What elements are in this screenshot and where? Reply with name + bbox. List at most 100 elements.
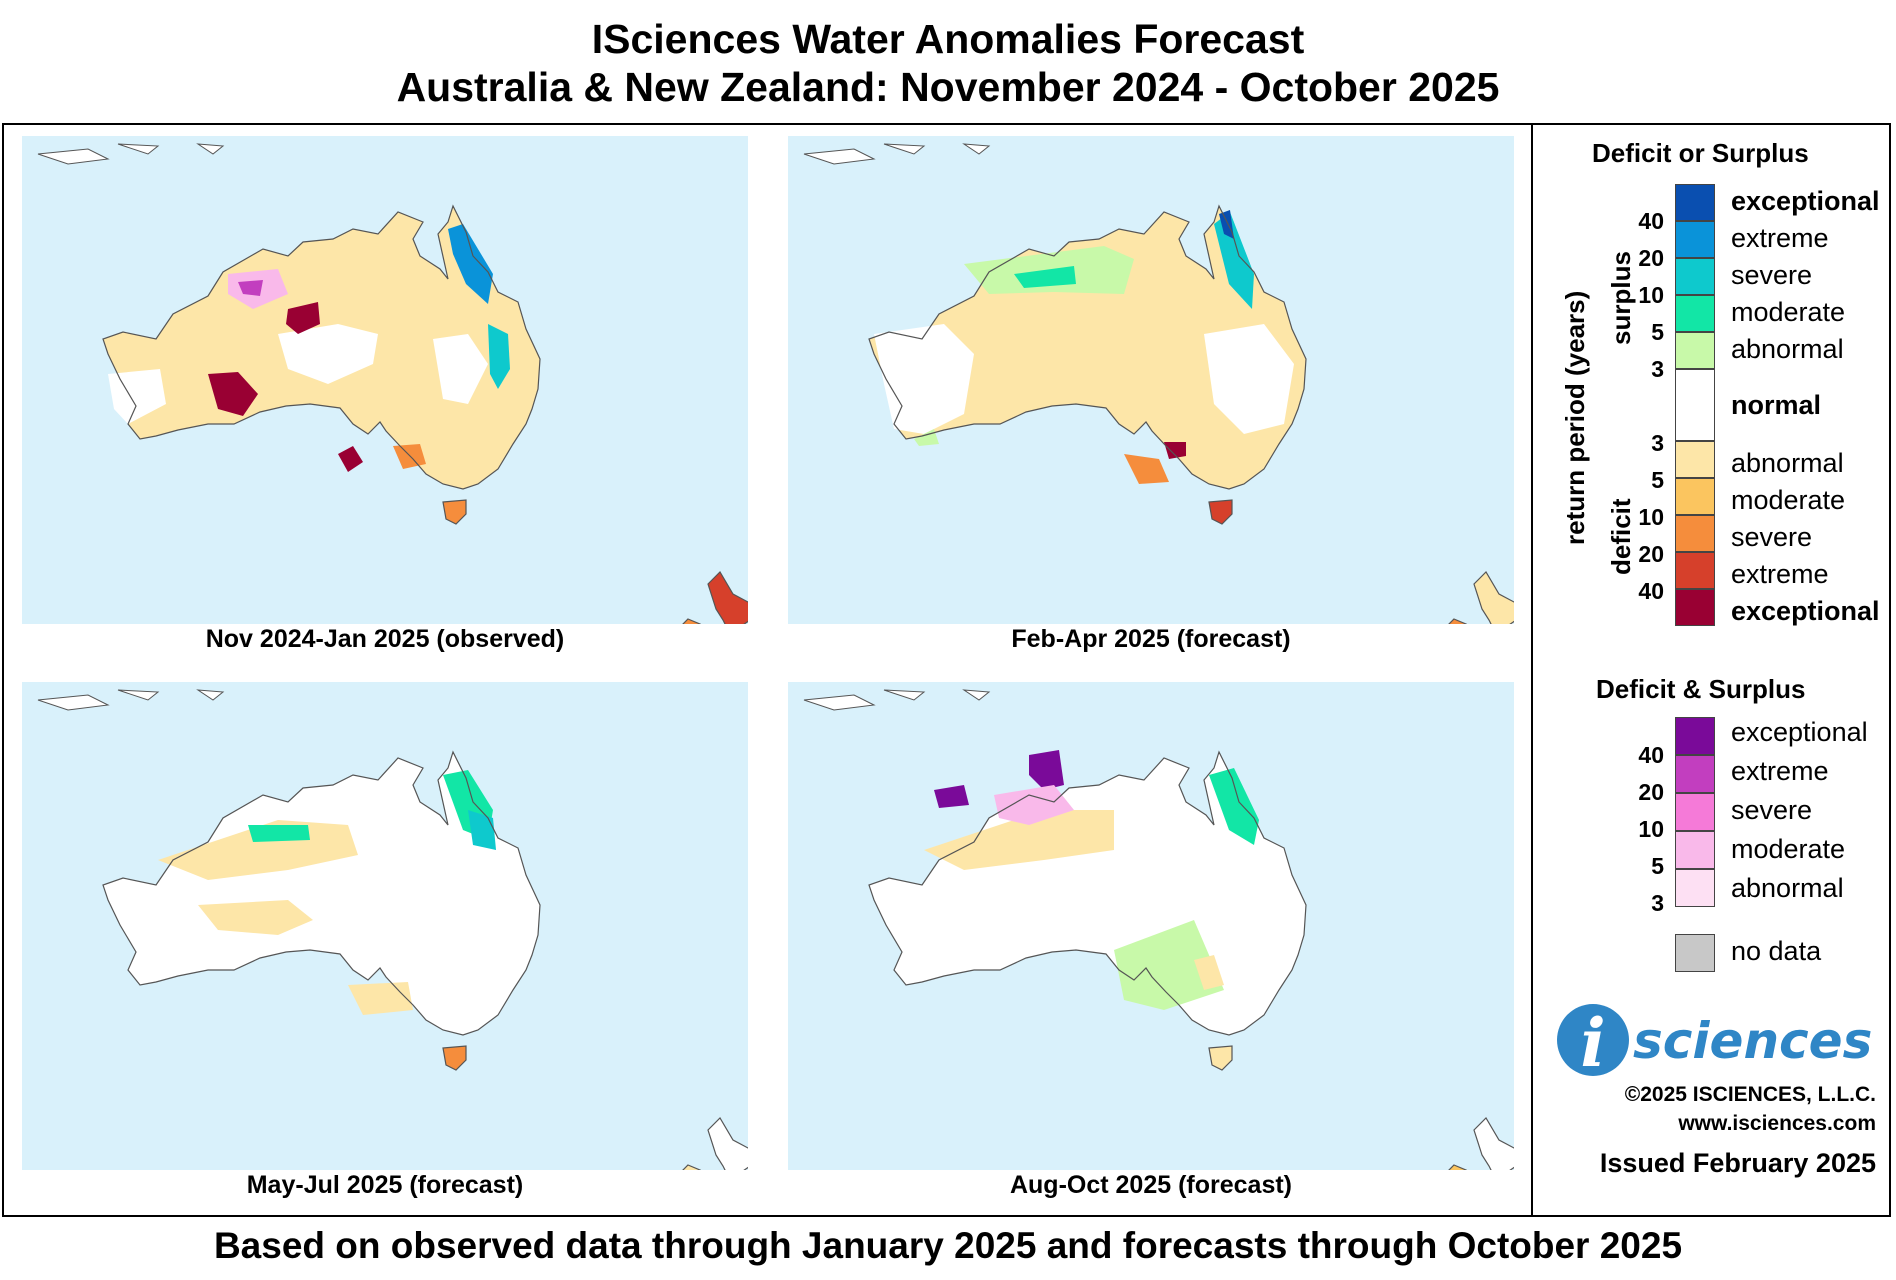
anomaly-region <box>1209 500 1232 524</box>
legend-tick-combined-40: 40 <box>1638 742 1664 768</box>
map-svg <box>803 143 1514 624</box>
footer-note: Based on observed data through January 2… <box>213 1225 1683 1266</box>
legend-label-combined-abnormal: abnormal <box>1731 873 1844 903</box>
anomaly-region <box>443 500 466 524</box>
anomaly-region <box>348 982 413 1015</box>
anomaly-region <box>1029 750 1064 790</box>
isciences-logo: i sciences <box>1557 1004 1872 1080</box>
map-panel-aug-oct <box>788 682 1514 1170</box>
issued-date: Issued February 2025 <box>1599 1148 1876 1178</box>
legend-swatch-combined-abnormal <box>1675 869 1715 907</box>
legend-label-surplus-abnormal: abnormal <box>1731 334 1844 364</box>
anomaly-region <box>1204 324 1294 434</box>
nz-north-outline <box>1473 1117 1514 1170</box>
map-panel-nov-jan <box>22 136 748 624</box>
australia-outline <box>102 204 541 490</box>
anomaly-region <box>1124 454 1169 484</box>
legend-tick-deficit-20: 20 <box>1638 541 1664 567</box>
legend-swatch-combined-exceptional <box>1675 717 1715 755</box>
islands-outline <box>37 689 225 711</box>
legend-tick-combined-3: 3 <box>1651 890 1664 916</box>
legend-axis-label: return period (years) <box>1560 290 1590 545</box>
anomaly-region <box>338 446 363 472</box>
anomaly-region <box>238 280 263 296</box>
islands-outline <box>803 689 991 711</box>
anomaly-region <box>1164 442 1186 459</box>
legend-label-deficit-moderate: moderate <box>1731 485 1846 515</box>
title-line-1: ISciences Water Anomalies Forecast <box>591 16 1305 62</box>
legend-label-surplus-extreme: extreme <box>1731 223 1829 253</box>
australia-outline <box>102 750 541 1036</box>
legend-label-combined-moderate: moderate <box>1731 834 1846 864</box>
copyright: ©2025 ISCIENCES, L.L.C. <box>1624 1083 1876 1106</box>
legend-tick-combined-20: 20 <box>1638 779 1664 805</box>
anomaly-region <box>708 1118 748 1170</box>
legend-label-surplus-moderate: moderate <box>1731 297 1846 327</box>
legend-label-combined-extreme: extreme <box>1731 756 1829 786</box>
anomaly-region <box>1474 572 1514 624</box>
legend-tick-deficit-10: 10 <box>1638 504 1664 530</box>
legend-label-normal: normal <box>1731 390 1822 420</box>
anomaly-region <box>286 302 320 334</box>
nz-north-outline <box>707 571 748 624</box>
nz-north-outline <box>707 1117 748 1170</box>
legend-tick-surplus-20: 20 <box>1638 245 1664 271</box>
map-svg <box>803 689 1514 1170</box>
anomaly-region <box>448 224 493 304</box>
legend-tick-combined-5: 5 <box>1651 853 1664 879</box>
legend-swatch-surplus-severe <box>1675 258 1715 295</box>
website: www.isciences.com <box>1678 1112 1876 1135</box>
legend-label-deficit-extreme: extreme <box>1731 559 1829 589</box>
australia-outline <box>868 204 1307 490</box>
anomaly-region <box>1474 1118 1514 1170</box>
anomaly-region <box>1114 920 1224 1010</box>
australia-landmass <box>103 752 540 1035</box>
anomaly-region <box>1194 955 1224 990</box>
map-panel-feb-apr <box>788 136 1514 624</box>
anomaly-region <box>208 372 258 416</box>
legend-label-deficit-severe: severe <box>1731 522 1813 552</box>
tasmania-outline <box>1208 1045 1233 1071</box>
anomaly-region <box>924 810 1114 870</box>
map-caption-may-jul: May-Jul 2025 (forecast) <box>246 1171 524 1199</box>
legend-swatch-surplus-abnormal <box>1675 332 1715 369</box>
legend-tick-deficit-3: 3 <box>1651 430 1664 456</box>
main-frame <box>2 123 1891 1217</box>
islands-outline <box>37 143 225 165</box>
legend-divider <box>1531 123 1533 1217</box>
anomaly-region <box>278 324 378 384</box>
legend-label-nodata: no data <box>1731 936 1822 966</box>
logo-text: sciences <box>1633 1012 1872 1070</box>
legend-label-combined-severe: severe <box>1731 795 1813 825</box>
tasmania-outline <box>1208 499 1233 525</box>
legend-swatch-combined-moderate <box>1675 831 1715 869</box>
anomaly-region <box>1219 210 1234 239</box>
tasmania-outline <box>442 499 467 525</box>
legend-title-deficit-and-surplus: Deficit & Surplus <box>1596 674 1806 704</box>
anomaly-region <box>433 334 488 404</box>
legend-swatch-combined-severe <box>1675 793 1715 831</box>
map-caption-nov-jan: Nov 2024-Jan 2025 (observed) <box>205 625 565 653</box>
legend-label-surplus-exceptional: exceptional <box>1731 186 1880 216</box>
anomaly-region <box>934 785 969 808</box>
title-line-2: Australia & New Zealand: November 2024 -… <box>396 64 1500 110</box>
legend-swatch-deficit-severe <box>1675 515 1715 552</box>
anomaly-region <box>1209 1046 1232 1070</box>
tasmania-outline <box>442 1045 467 1071</box>
map-caption-aug-oct: Aug-Oct 2025 (forecast) <box>1009 1171 1293 1199</box>
anomaly-region <box>248 825 310 842</box>
legend-label-surplus-severe: severe <box>1731 260 1813 290</box>
anomaly-region <box>874 324 974 434</box>
legend-tick-surplus-5: 5 <box>1651 319 1664 345</box>
legend-swatch-deficit-moderate <box>1675 478 1715 515</box>
anomaly-region <box>1209 768 1259 845</box>
islands-outline <box>803 143 991 165</box>
legend-swatch-deficit-exceptional <box>1675 589 1715 626</box>
legend-swatch-deficit-extreme <box>1675 552 1715 589</box>
legend-title-deficit-surplus: Deficit or Surplus <box>1592 138 1809 168</box>
anomaly-region <box>1214 212 1254 309</box>
anomaly-region <box>198 900 313 935</box>
legend-tick-deficit-40: 40 <box>1638 578 1664 604</box>
australia-landmass <box>869 206 1306 489</box>
legend-label-combined-exceptional: exceptional <box>1731 717 1868 747</box>
